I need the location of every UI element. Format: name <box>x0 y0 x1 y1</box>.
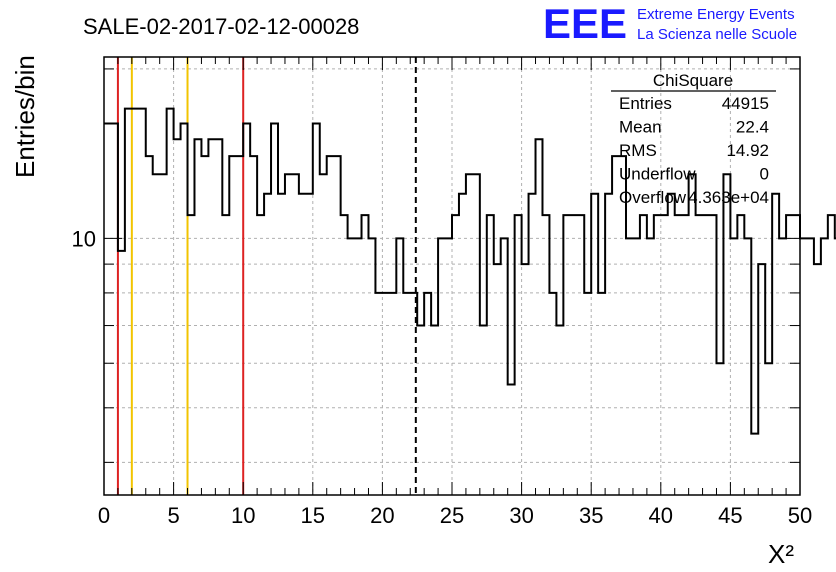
x-axis-label: X² <box>768 539 794 569</box>
stat-label: Overflow <box>619 188 687 207</box>
stats-box: ChiSquare Entries 44915 Mean 22.4 RMS 14.92 Un… <box>611 71 776 207</box>
chart-title: SALE-02-2017-02-12-00028 <box>83 14 359 39</box>
x-tick-label: 30 <box>509 503 533 528</box>
eee-logo: EEE Extreme Energy Events La Scienza nel… <box>543 0 797 47</box>
x-tick-label: 5 <box>167 503 179 528</box>
eee-logo-mark: EEE <box>543 0 627 47</box>
stat-value: 44915 <box>722 94 769 113</box>
logo-line-1: Extreme Energy Events <box>637 6 795 23</box>
stat-value: 4.363e+04 <box>688 188 769 207</box>
axis-ticks <box>103 57 801 495</box>
x-tick-label: 0 <box>98 503 110 528</box>
histogram-series <box>104 107 836 435</box>
x-tick-label: 20 <box>370 503 394 528</box>
y-tick-label: 10 <box>72 226 96 251</box>
x-tick-label: 15 <box>301 503 325 528</box>
stat-value: 14.92 <box>726 141 769 160</box>
grid <box>104 57 800 495</box>
stat-label: Mean <box>619 118 662 137</box>
x-tick-label: 10 <box>231 503 255 528</box>
x-tick-label: 40 <box>649 503 673 528</box>
stat-value: 22.4 <box>736 118 769 137</box>
marker-lines <box>116 57 417 495</box>
x-tick-label: 50 <box>788 503 812 528</box>
stats-title: ChiSquare <box>653 71 733 90</box>
y-tick-labels: 10 <box>72 226 96 251</box>
x-tick-labels: 0 5 10 15 20 25 30 35 40 45 50 <box>98 503 812 528</box>
logo-line-2: La Scienza nelle Scuole <box>637 26 797 43</box>
stat-label: RMS <box>619 141 657 160</box>
y-axis-label: Entries/bin <box>10 55 40 178</box>
stats-rows: Entries 44915 Mean 22.4 RMS 14.92 Underflow 0 Ov… <box>619 94 769 207</box>
stat-value: 0 <box>760 165 769 184</box>
x-tick-label: 25 <box>440 503 464 528</box>
x-tick-label: 45 <box>718 503 742 528</box>
stat-label: Underflow <box>619 165 696 184</box>
x-tick-label: 35 <box>579 503 603 528</box>
stat-label: Entries <box>619 94 672 113</box>
